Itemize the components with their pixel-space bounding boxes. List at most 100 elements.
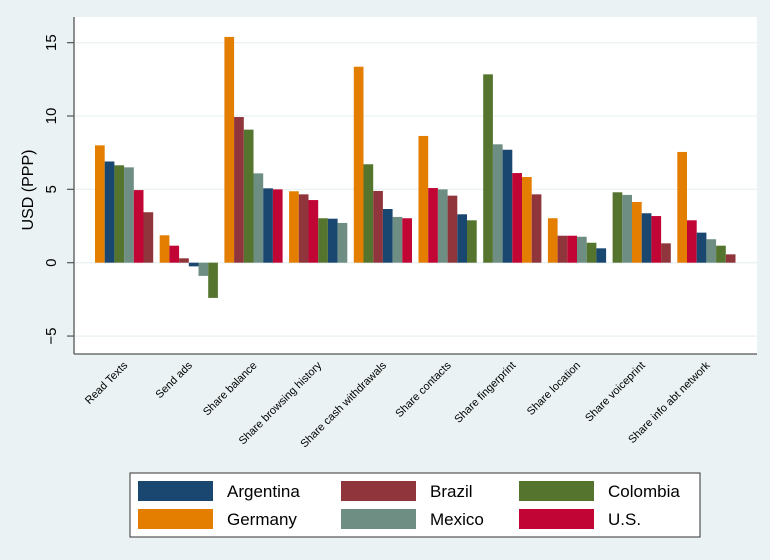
y-axis-ticks: −5 0 5 10 15 (43, 34, 74, 345)
x-tick-label: Share fingerprint (452, 360, 518, 426)
y-tick-label: 0 (43, 259, 60, 267)
y-tick-label: 15 (43, 34, 60, 51)
legend-item: Colombia (519, 481, 680, 501)
plot-area (74, 17, 757, 354)
bar-brazil (447, 195, 458, 263)
bar-mexico (622, 194, 632, 263)
legend-label: Colombia (608, 482, 680, 501)
bar-us (272, 189, 283, 263)
x-tick-label: Share voiceprint (583, 360, 648, 425)
legend-label: Argentina (227, 482, 300, 501)
legend-label: U.S. (608, 510, 641, 529)
bar-us (308, 200, 319, 263)
bar-us (567, 235, 577, 263)
bar-group (418, 135, 477, 263)
bar-colombia (208, 262, 218, 298)
bar-germany (547, 218, 558, 263)
y-tick-label: 5 (43, 185, 60, 193)
legend-label: Mexico (430, 510, 484, 529)
legend-swatch (341, 509, 416, 529)
bar-group (289, 191, 348, 263)
y-tick-label: 10 (43, 108, 60, 125)
bar-argentina (104, 161, 115, 263)
bar-mexico (198, 262, 209, 276)
bar-mexico (337, 222, 348, 263)
bar-mexico (706, 239, 717, 263)
legend-swatch (138, 509, 213, 529)
x-tick-label: Share location (525, 360, 583, 418)
bar-group (353, 66, 412, 263)
legend: Argentina Brazil Colombia Germany Mexico U.S. (129, 472, 701, 538)
bar-brazil (531, 194, 542, 263)
x-tick-label: Share balance (201, 360, 260, 419)
legend-label: Germany (227, 510, 297, 529)
bar-group (224, 36, 283, 263)
bar-germany (224, 36, 235, 263)
bar-germany (632, 201, 642, 263)
bar-mexico (577, 236, 587, 263)
bar-colombia (716, 245, 726, 263)
bar-us (402, 218, 412, 263)
bar-group (95, 145, 154, 263)
legend-item: Mexico (341, 509, 484, 529)
bar-argentina (457, 214, 467, 263)
legend-item: Argentina (138, 481, 300, 501)
bar-group (547, 218, 607, 263)
bar-us (133, 190, 144, 263)
bar-colombia (467, 220, 477, 263)
bar-us (512, 173, 522, 263)
legend-item: Germany (138, 509, 297, 529)
bar-germany (418, 135, 429, 263)
legend-swatch (138, 481, 213, 501)
bar-us (169, 245, 180, 263)
bar-germany (95, 145, 105, 263)
bar-brazil (725, 254, 736, 263)
y-axis-title: USD (PPP) (20, 150, 37, 231)
bar-germany (353, 66, 364, 263)
bar-argentina (188, 262, 199, 267)
bar-brazil (373, 190, 383, 263)
legend-swatch (519, 509, 594, 529)
bar-us (651, 216, 662, 263)
bar-mexico (253, 173, 264, 263)
bar-group (612, 192, 671, 263)
bar-group (159, 235, 218, 298)
bar-colombia (363, 164, 374, 263)
bar-argentina (596, 248, 607, 263)
bar-mexico (492, 144, 503, 263)
bar-colombia (114, 165, 125, 263)
bar-mexico (392, 216, 403, 263)
bar-argentina (327, 218, 338, 263)
bar-argentina (696, 232, 707, 263)
bar-argentina (263, 188, 273, 263)
bar-brazil (557, 235, 568, 263)
x-tick-label: Send ads (154, 359, 196, 401)
x-tick-label: Share contacts (393, 359, 454, 420)
bars (95, 36, 736, 298)
bar-germany (159, 235, 170, 263)
legend-item: U.S. (519, 509, 641, 529)
legend-swatch (519, 481, 594, 501)
bar-group (677, 151, 736, 263)
bar-group (483, 74, 542, 263)
bar-mexico (437, 189, 448, 263)
bar-argentina (502, 149, 513, 263)
legend-swatch (341, 481, 416, 501)
bar-brazil (298, 194, 309, 263)
bar-brazil (234, 117, 244, 263)
bar-brazil (179, 258, 189, 263)
bar-argentina (382, 209, 393, 263)
bar-brazil (661, 243, 671, 263)
bar-colombia (483, 74, 493, 263)
bar-germany (289, 191, 299, 263)
bar-mexico (124, 167, 134, 263)
bar-us (428, 188, 438, 263)
legend-item: Brazil (341, 481, 473, 501)
bar-germany (522, 177, 532, 263)
bar-brazil (143, 212, 154, 263)
legend-label: Brazil (430, 482, 473, 501)
x-tick-label: Read Texts (83, 359, 131, 407)
y-tick-label: −5 (43, 327, 60, 344)
